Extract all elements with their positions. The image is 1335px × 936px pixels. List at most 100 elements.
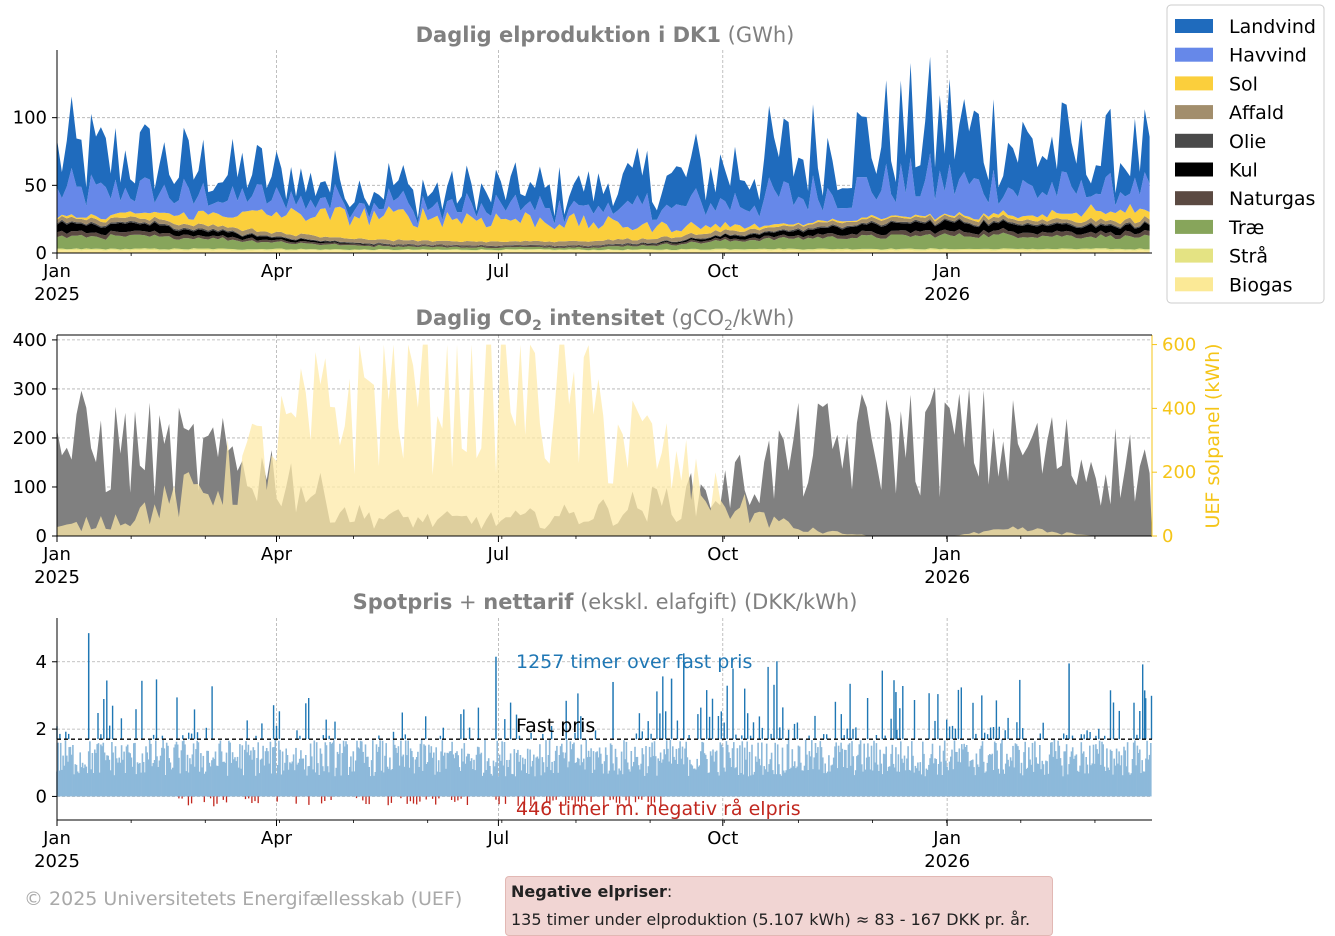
legend-label-naturgas: Naturgas (1229, 188, 1315, 210)
legend-label-havvind: Havvind (1229, 45, 1307, 67)
production-area-affald (57, 214, 1150, 247)
co2-y2-label: UEF solpanel (kWh) (1202, 343, 1224, 528)
production-title-unit: (GWh) (728, 23, 795, 47)
legend-swatch-havvind (1175, 47, 1213, 62)
co2-ytick-label: 0 (36, 526, 47, 547)
over-price-annotation: 1257 timer over fast pris (516, 651, 752, 673)
co2-y2tick-label: 200 (1162, 462, 1196, 483)
production-areas (57, 56, 1150, 253)
production-title-bold: Daglig elproduktion i DK1 (416, 23, 721, 47)
production-xtick-label: Jan (42, 261, 71, 282)
note-title-text: Negative elpriser (511, 882, 667, 901)
production-area-kul (57, 219, 1150, 247)
co2-title-bold: Daglig CO (416, 306, 533, 330)
price-title-bold2: nettarif (483, 590, 574, 614)
co2-xtick-label: Apr (261, 544, 293, 565)
price-title-plus: + (452, 590, 483, 614)
price-ytick-label: 4 (36, 652, 47, 673)
production-area-sol (57, 204, 1150, 243)
legend-swatch-affald (1175, 105, 1213, 120)
co2-title-unit: (gCO (671, 306, 724, 330)
co2-title-bold2: intensitet (542, 306, 665, 330)
co2-y2tick-label: 400 (1162, 398, 1196, 419)
note-title: Negative elpriser: (511, 882, 672, 901)
legend-swatch-landvind (1175, 19, 1213, 33)
price-xtick-label: Jan (932, 828, 961, 849)
co2-y2tick-label: 0 (1162, 526, 1173, 547)
legend-swatch-olie (1175, 133, 1213, 148)
solar-panel-area (57, 344, 1152, 536)
production-area-biogas (57, 249, 1150, 253)
price-bars (56, 633, 1153, 807)
price-ytick-label: 2 (36, 719, 47, 740)
legend-label-affald: Affald (1229, 102, 1284, 124)
legend: Landvind Havvind Sol Affald Olie Kul Naturgas T… (1166, 4, 1325, 304)
legend-label-træ: Træ (1228, 217, 1264, 239)
price-ytick-label: 0 (36, 786, 47, 807)
co2-title-unit-end: /kWh) (733, 306, 795, 330)
legend-swatch-naturgas (1175, 191, 1213, 206)
price-xtick-year: 2026 (924, 851, 970, 872)
co2-xtick-label: Jan (932, 544, 961, 565)
production-xtick-label: Apr (261, 261, 293, 282)
production-area-havvind (57, 153, 1150, 233)
production-xtick-label: Jan (932, 261, 961, 282)
production-xtick-year: 2026 (924, 284, 970, 305)
co2-areas (57, 344, 1152, 536)
production-area-strå (57, 248, 1150, 251)
co2-xtick-label: Jan (42, 544, 71, 565)
production-ytick-label: 50 (24, 175, 47, 196)
co2-title-unit-sub: 2 (724, 318, 733, 334)
price-xtick-label: Jul (487, 828, 510, 849)
legend-swatch-strå (1175, 248, 1213, 263)
legend-label-sol: Sol (1229, 73, 1258, 95)
legend-swatch-træ (1175, 219, 1213, 234)
price-title-bold: Spotpris (353, 590, 453, 614)
production-area-naturgas (57, 227, 1150, 249)
legend-label-strå: Strå (1229, 245, 1268, 268)
price-xtick-label: Jan (42, 828, 71, 849)
production-xtick-year: 2025 (34, 284, 80, 305)
legend-swatch-sol (1175, 76, 1213, 91)
production-area-landvind (57, 56, 1150, 224)
co2-title: Daglig CO2 intensitet (gCO2/kWh) (416, 306, 795, 334)
negative-price-note: Negative elpriser: 135 timer under elpro… (505, 876, 1053, 936)
co2-xtick-label: Jul (487, 544, 510, 565)
production-title: Daglig elproduktion i DK1 (GWh) (416, 23, 795, 47)
co2-y2tick-label: 600 (1162, 335, 1196, 356)
legend-label-olie: Olie (1229, 131, 1266, 153)
co2-ytick-label: 400 (13, 330, 47, 351)
production-ytick-label: 0 (36, 243, 47, 264)
legend-label-landvind: Landvind (1229, 16, 1316, 38)
co2-xtick-year: 2026 (924, 567, 970, 588)
price-title-unit: (ekskl. elafgift) (DKK/kWh) (580, 590, 857, 614)
production-area-træ (57, 232, 1150, 251)
note-title-suffix: : (666, 882, 673, 901)
copyright: © 2025 Universitetets Energifællesskab (… (24, 888, 463, 910)
co2-ytick-label: 300 (13, 379, 47, 400)
price-title: Spotpris + nettarif (ekskl. elafgift) (D… (353, 590, 858, 614)
price-xtick-label: Oct (707, 828, 738, 849)
co2-title-sub: 2 (532, 318, 542, 334)
co2-ytick-label: 200 (13, 428, 47, 449)
fixed-price-annotation: Fast pris (516, 715, 595, 737)
production-xtick-label: Jul (487, 261, 510, 282)
negative-price-annotation: 446 timer m. negativ rå elpris (516, 797, 801, 820)
co2-ytick-label: 100 (13, 477, 47, 498)
co2-xtick-year: 2025 (34, 567, 80, 588)
legend-label-biogas: Biogas (1229, 274, 1293, 296)
production-ytick-label: 100 (13, 108, 47, 129)
legend-swatch-biogas (1175, 277, 1213, 292)
co2-xtick-label: Oct (707, 544, 738, 565)
price-xtick-label: Apr (261, 828, 293, 849)
price-xtick-year: 2025 (34, 851, 80, 872)
co2-intensity-area (57, 387, 1152, 536)
legend-swatch-kul (1175, 162, 1213, 177)
